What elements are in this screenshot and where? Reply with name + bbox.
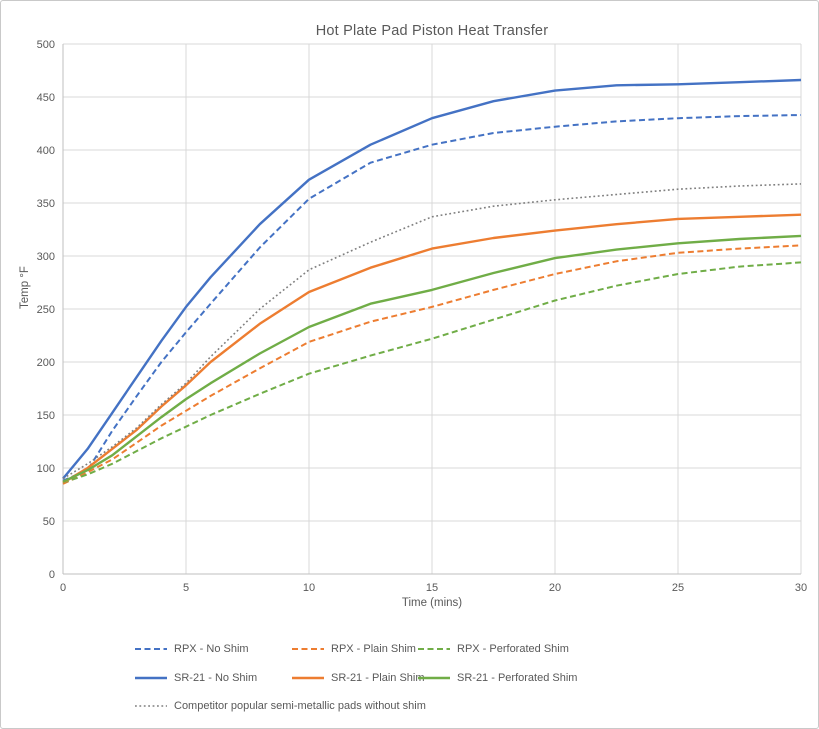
- x-tick-label: 30: [795, 582, 807, 594]
- legend-item-sr-21-perforated-shim: SR-21 - Perforated Shim: [417, 670, 577, 686]
- y-axis-title-text: Temp °F: [19, 266, 31, 309]
- series-line-sr-21-plain-shim: [62, 213, 802, 484]
- y-tick-label: 150: [37, 410, 55, 422]
- legend-swatch-dashed: [292, 648, 324, 650]
- plot-area: 0 50 100 150 200 250 300 350 400 450 500 0 5 10 15 20 25…: [37, 39, 807, 594]
- legend-swatch-dashed: [135, 648, 167, 650]
- series-line-sr-21-no-shim: [62, 78, 802, 480]
- legend-item-rpx-plain-shim: RPX - Plain Shim: [291, 641, 416, 657]
- x-tick-label: 0: [60, 582, 66, 594]
- legend-label: SR-21 - No Shim: [174, 672, 258, 684]
- legend-item-sr-21-plain-shim: SR-21 - Plain Shim: [291, 670, 425, 686]
- y-tick-label: 400: [37, 145, 55, 157]
- legend-item-sr-21-no-shim: SR-21 - No Shim: [134, 670, 257, 686]
- legend-swatch-solid: [418, 676, 450, 680]
- legend-swatch-solid: [135, 676, 167, 680]
- legend-label: Competitor popular semi-metallic pads wi…: [174, 700, 426, 712]
- legend-swatch-dashed: [418, 648, 450, 650]
- legend-label: RPX - Perforated Shim: [457, 643, 569, 655]
- y-tick-label: 250: [37, 304, 55, 316]
- x-tick-label: 5: [183, 582, 189, 594]
- series-line-rpx-plain-shim: [62, 244, 802, 485]
- legend-label: SR-21 - Perforated Shim: [457, 672, 578, 684]
- y-tick-label: 500: [37, 39, 55, 51]
- legend-swatch-solid: [292, 676, 324, 680]
- series-line-sr-21-perforated-shim: [62, 234, 802, 483]
- y-tick-label: 100: [37, 463, 55, 475]
- legend-swatch-dotted: [135, 705, 167, 707]
- y-tick-label: 200: [37, 357, 55, 369]
- x-axis-title: Time (mins): [401, 597, 463, 609]
- x-tick-label: 10: [303, 582, 315, 594]
- legend-label: RPX - No Shim: [174, 643, 249, 655]
- x-tick-label: 25: [672, 582, 684, 594]
- y-tick-label: 350: [37, 198, 55, 210]
- series-line-rpx-perforated-shim: [62, 261, 802, 484]
- x-tick-label: 20: [549, 582, 561, 594]
- legend-label: RPX - Plain Shim: [331, 643, 416, 655]
- y-tick-label: 50: [43, 516, 55, 528]
- legend-item-rpx-perforated-shim: RPX - Perforated Shim: [417, 641, 569, 657]
- y-tick-label: 450: [37, 92, 55, 104]
- legend-label: SR-21 - Plain Shim: [331, 672, 425, 684]
- chart-title: Hot Plate Pad Piston Heat Transfer: [315, 23, 549, 39]
- legend-item-rpx-no-shim: RPX - No Shim: [134, 641, 249, 657]
- x-tick-label: 15: [426, 582, 438, 594]
- series-line-competitor-popular-semi-metallic-pads-without-shim: [62, 183, 802, 480]
- legend-item-competitor-popular-semi-metallic-pads-without-shim: Competitor popular semi-metallic pads wi…: [134, 698, 426, 714]
- y-tick-label: 0: [49, 569, 55, 581]
- y-tick-label: 300: [37, 251, 55, 263]
